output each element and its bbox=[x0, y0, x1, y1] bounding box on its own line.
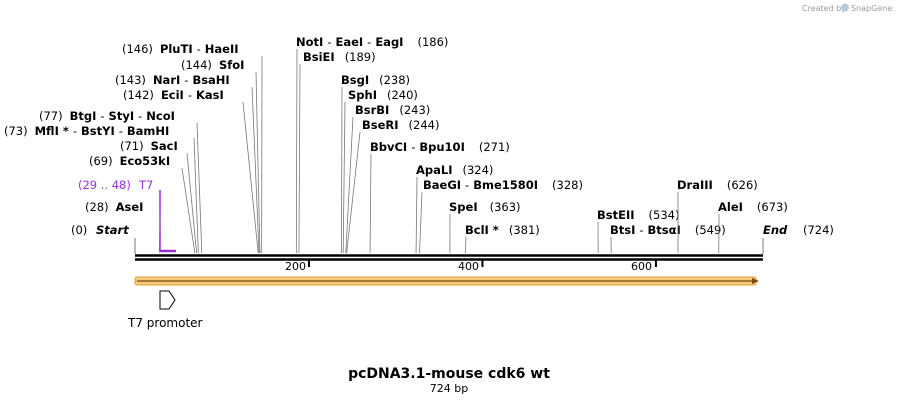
start-label: Start bbox=[96, 223, 129, 237]
site-bsgi[interactable]: BsgI (238) bbox=[341, 73, 410, 87]
sequence-backbone bbox=[135, 254, 763, 261]
site-eco53ki[interactable]: (69) Eco53kI bbox=[89, 154, 170, 168]
site-leader-line bbox=[346, 131, 361, 254]
site-sphi[interactable]: SphI (240) bbox=[348, 88, 418, 102]
site-noti[interactable]: NotI - EaeI - EagI (186) bbox=[296, 35, 448, 49]
site-leader-line bbox=[369, 153, 372, 254]
primer-range: (29 .. 48) bbox=[78, 178, 131, 192]
site-baegi[interactable]: BaeGI - Bme1580I (328) bbox=[423, 178, 583, 192]
restriction-sites: (28) AseI (69) Eco53kI (71) SacI (73) MflI *… bbox=[4, 35, 788, 254]
t7-promoter-feature[interactable]: T7 promoter bbox=[127, 290, 203, 330]
site-leader-line bbox=[242, 101, 259, 254]
map-length: 724 bp bbox=[430, 382, 468, 395]
site-nari[interactable]: (143) NarI - BsaHI bbox=[115, 73, 230, 87]
ruler-ticks: 200 400 600 bbox=[285, 259, 657, 273]
end-label: End bbox=[763, 223, 788, 237]
ruler-tick-label: 600 bbox=[631, 260, 652, 273]
site-leader-line bbox=[341, 86, 343, 254]
site-leader-line bbox=[255, 71, 261, 254]
site-draiii[interactable]: DraIII (626) bbox=[677, 178, 758, 192]
site-pluti[interactable]: (146) PluTI - HaeII bbox=[122, 42, 239, 56]
site-ecii[interactable]: (142) EciI - KasI bbox=[123, 88, 224, 102]
site-leader-line bbox=[465, 236, 467, 254]
credit-text: Created by bbox=[802, 4, 846, 13]
start-marker: (0) Start bbox=[71, 223, 136, 254]
site-bsiei[interactable]: BsiEI (189) bbox=[303, 50, 376, 64]
site-leader-line bbox=[186, 152, 197, 254]
snapgene-logo-icon bbox=[841, 3, 849, 12]
site-leader-line bbox=[158, 214, 161, 254]
orf-bar[interactable] bbox=[134, 276, 759, 286]
site-leader-line bbox=[193, 137, 199, 254]
site-leader-line bbox=[415, 176, 418, 254]
promoter-arrow-icon bbox=[159, 290, 176, 310]
credit-brand: SnapGene bbox=[851, 4, 892, 13]
site-leader-line bbox=[181, 167, 196, 254]
ruler-tick-label: 400 bbox=[458, 260, 479, 273]
site-bcli[interactable]: BclI * (381) bbox=[465, 223, 540, 237]
site-spei[interactable]: SpeI (363) bbox=[449, 200, 521, 214]
site-sfoi[interactable]: (144) SfoI bbox=[181, 58, 244, 72]
orf-arrow-icon bbox=[752, 278, 759, 284]
map-title: pcDNA3.1-mouse cdk6 wt bbox=[348, 366, 550, 382]
site-btsi[interactable]: BtsI - BtsαI (549) bbox=[610, 223, 726, 237]
site-bbvci[interactable]: BbvCI - Bpu10I (271) bbox=[370, 140, 510, 154]
site-leader-line bbox=[196, 122, 203, 254]
site-leader-line bbox=[251, 86, 260, 254]
site-btgi[interactable]: (77) BtgI - StyI - NcoI bbox=[39, 109, 175, 123]
end-marker: End (724) bbox=[762, 223, 834, 254]
site-leader-line bbox=[342, 101, 346, 254]
site-bseri[interactable]: BseRI (244) bbox=[362, 118, 439, 132]
end-pos: (724) bbox=[803, 223, 834, 237]
site-asei[interactable]: (28) AseI bbox=[85, 200, 143, 214]
start-pos: (0) bbox=[71, 223, 87, 237]
t7-primer[interactable]: (29 .. 48) T7 bbox=[78, 178, 176, 253]
site-apali[interactable]: ApaLI (324) bbox=[416, 163, 493, 177]
ruler-tick-label: 200 bbox=[285, 260, 306, 273]
site-leader-line bbox=[298, 63, 301, 254]
site-leader-line bbox=[295, 48, 298, 254]
site-bsteii[interactable]: BstEII (534) bbox=[597, 208, 679, 222]
primer-label: T7 bbox=[138, 178, 153, 192]
site-bsrbi[interactable]: BsrBI (243) bbox=[355, 103, 430, 117]
site-leader-line bbox=[345, 116, 354, 254]
site-alei[interactable]: AleI (673) bbox=[718, 200, 788, 214]
feature-label: T7 promoter bbox=[127, 316, 203, 330]
site-saci[interactable]: (71) SacI bbox=[120, 139, 178, 153]
site-mfli[interactable]: (73) MflI * - BstYI - BamHI bbox=[4, 124, 169, 138]
site-leader-line bbox=[419, 191, 423, 254]
